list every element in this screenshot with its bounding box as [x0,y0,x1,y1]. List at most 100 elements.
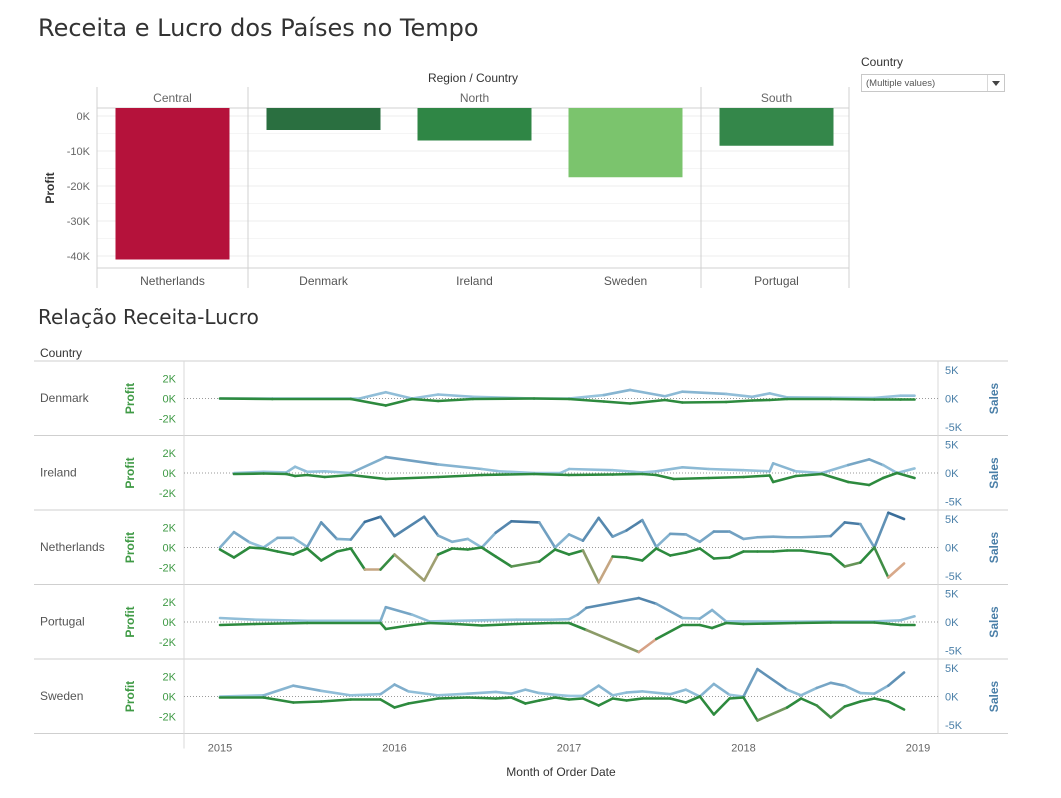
sales-line-segment[interactable] [466,537,484,549]
sales-line-segment[interactable] [262,470,288,474]
sales-line-segment[interactable] [358,390,388,400]
profit-line-segment[interactable] [384,475,440,481]
profit-line-segment[interactable] [276,550,295,556]
sales-line-segment[interactable] [681,390,728,396]
profit-line-segment[interactable] [640,472,658,477]
sales-line-segment[interactable] [384,390,414,400]
profit-line-segment[interactable] [379,698,396,709]
profit-line-segment[interactable] [466,696,498,700]
sales-line-segment[interactable] [407,690,440,697]
sales-line-segment[interactable] [585,596,641,610]
profit-line-segment[interactable] [232,472,265,476]
profit-line-segment[interactable] [684,547,702,554]
sales-line-segment[interactable] [602,388,632,397]
sales-line-segment[interactable] [553,693,571,698]
sales-line-segment[interactable] [756,535,775,539]
sales-line-segment[interactable] [567,613,580,621]
profit-line-segment[interactable] [567,473,614,477]
sales-line-segment[interactable] [663,390,684,398]
profit-line-segment[interactable] [637,637,658,654]
profit-line-segment[interactable] [668,697,688,704]
profit-line-segment[interactable] [728,550,745,559]
sales-line-segment[interactable] [349,692,382,697]
profit-line-segment[interactable] [799,549,819,554]
sales-line-segment[interactable] [550,617,571,622]
profit-line-segment[interactable] [712,697,731,716]
sales-line-segment[interactable] [553,533,571,549]
sales-line-segment[interactable] [628,388,667,398]
profit-line-segment[interactable] [285,472,297,478]
profit-line-segment[interactable] [829,397,876,401]
profit-line-segment[interactable] [305,473,327,479]
sales-line-segment[interactable] [363,515,382,524]
profit-line-segment[interactable] [538,548,557,563]
sales-line-segment[interactable] [895,467,916,475]
profit-line-segment[interactable] [794,621,833,625]
profit-line-segment[interactable] [349,547,367,571]
country-filter-dropdown[interactable]: (Multiple values) [861,74,1005,92]
profit-line-segment[interactable] [756,706,789,722]
profit-line-segment[interactable] [829,553,847,568]
profit-line-segment[interactable] [698,695,716,716]
sales-line-segment[interactable] [305,469,327,474]
sales-line-segment[interactable] [640,469,658,474]
sales-line-segment[interactable] [829,681,847,687]
profit-line-segment[interactable] [494,555,513,568]
profit-line-segment[interactable] [581,697,600,707]
sales-line-segment[interactable] [497,469,536,475]
sales-line-segment[interactable] [285,465,297,474]
sales-line-segment[interactable] [899,614,916,622]
sales-line-segment[interactable] [581,516,600,542]
profit-line-segment[interactable] [466,546,484,551]
sales-line-segment[interactable] [712,682,731,697]
sales-line-segment[interactable] [681,465,710,471]
sales-line-segment[interactable] [262,536,279,549]
profit-line-segment[interactable] [567,697,585,701]
sales-line-segment[interactable] [436,463,484,471]
profit-line-segment[interactable] [785,697,803,709]
profit-line-segment[interactable] [218,548,236,559]
profit-line-segment[interactable] [532,397,571,401]
sales-line-segment[interactable] [581,684,600,698]
profit-line-segment[interactable] [393,553,426,582]
sales-line-segment[interactable] [768,392,789,399]
profit-line-segment[interactable] [480,546,498,558]
sales-line-segment[interactable] [510,519,541,524]
profit-line-segment[interactable] [843,561,862,568]
sales-line-segment[interactable] [410,613,431,623]
sales-line-segment[interactable] [349,455,388,475]
profit-line-segment[interactable] [887,700,906,711]
profit-line-segment[interactable] [668,551,688,557]
profit-line-segment[interactable] [384,623,414,631]
profit-line-segment[interactable] [625,697,644,702]
sales-line-segment[interactable] [466,690,498,695]
sales-line-segment[interactable] [436,692,470,697]
sales-line-segment[interactable] [684,533,702,544]
profit-line-segment[interactable] [232,546,251,559]
sales-line-segment[interactable] [611,529,628,538]
sales-line-segment[interactable] [873,394,902,400]
profit-line-segment[interactable] [710,621,728,630]
sales-line-segment[interactable] [480,618,518,622]
sales-line-segment[interactable] [384,605,414,616]
profit-line-segment[interactable] [248,546,265,550]
sales-line-segment[interactable] [253,618,309,623]
profit-line-segment[interactable] [611,555,628,559]
sales-line-segment[interactable] [684,688,702,698]
sales-line-segment[interactable] [450,537,470,544]
sales-line-segment[interactable] [576,606,588,616]
profit-line-segment[interactable] [218,397,274,401]
profit-line-segment[interactable] [349,473,388,481]
profit-line-segment[interactable] [602,400,632,405]
sales-line-segment[interactable] [771,462,798,473]
profit-line-segment[interactable] [597,697,614,707]
profit-line-segment[interactable] [829,705,847,719]
sales-line-segment[interactable] [843,521,862,526]
profit-line-segment[interactable] [794,472,824,478]
sales-line-segment[interactable] [319,521,339,541]
sales-line-segment[interactable] [887,671,906,687]
sales-line-segment[interactable] [750,392,771,399]
sales-line-segment[interactable] [232,530,251,544]
sales-line-segment[interactable] [843,684,862,695]
sales-line-segment[interactable] [873,618,902,623]
